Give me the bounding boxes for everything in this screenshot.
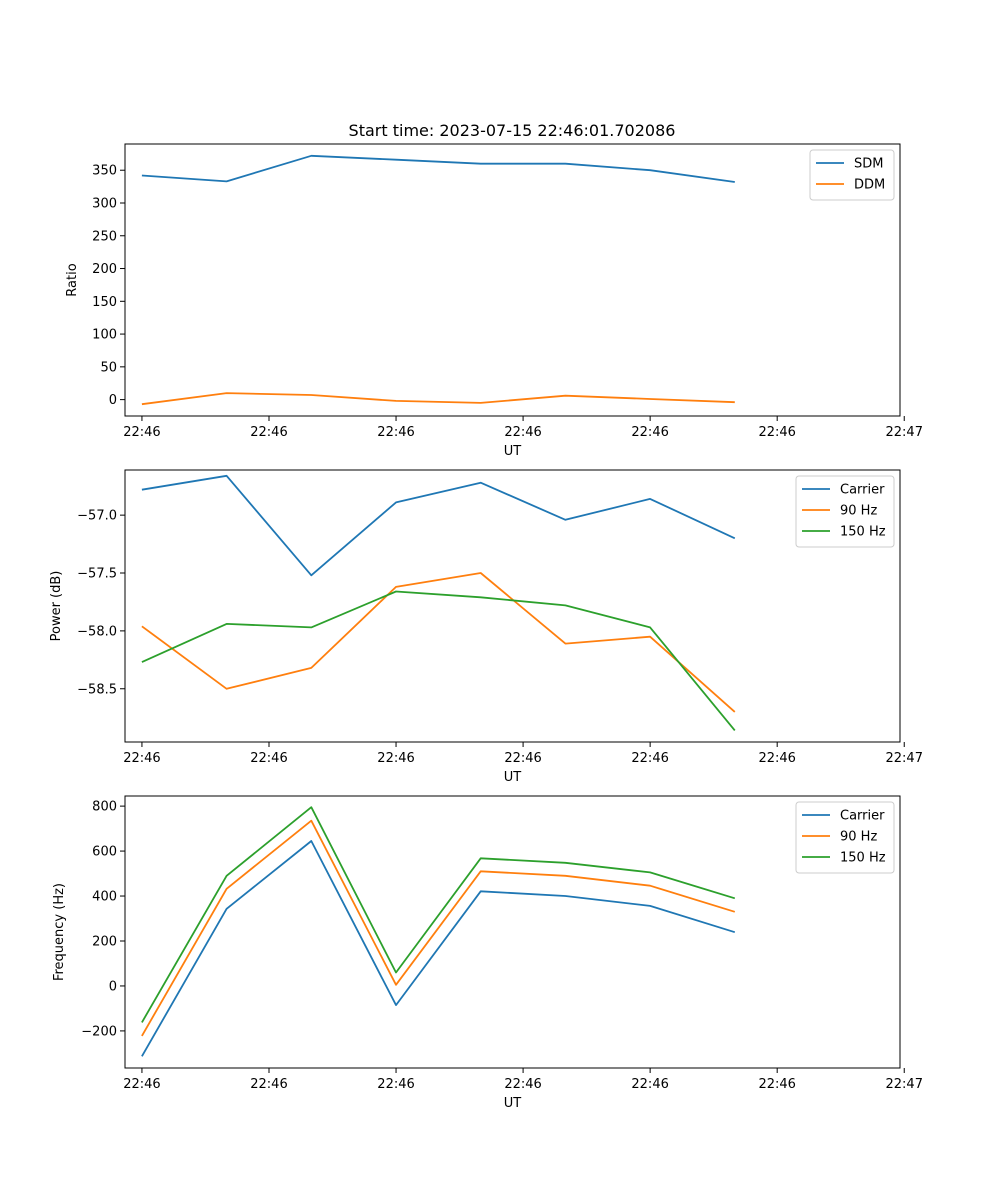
x-tick-label: 22:46 — [123, 425, 160, 440]
y-tick-label: 350 — [92, 164, 117, 179]
x-tick-label: 22:46 — [504, 751, 541, 766]
figure-title: Start time: 2023-07-15 22:46:01.702086 — [349, 121, 676, 140]
frequency-panel: 22:46 22:46 22:46 22:46 22:46 22:46 22:47 −200 0… — [52, 795, 923, 1111]
series-line-sdm — [141, 154, 735, 183]
legend-label: SDM — [854, 157, 883, 172]
x-tick-label: 22:47 — [886, 1077, 923, 1092]
x-tick-label: 22:46 — [377, 425, 414, 440]
x-axis-label: UT — [504, 444, 522, 459]
x-tick-label: 22:46 — [758, 425, 795, 440]
y-tick-label: 150 — [92, 295, 117, 310]
power-panel: 22:46 22:46 22:46 22:46 22:46 22:46 22:47 −57.0… — [49, 469, 923, 785]
series-line-ddm — [141, 392, 735, 406]
y-axis-label: Ratio — [65, 263, 80, 296]
y-axis-label: Power (dB) — [49, 571, 64, 642]
x-tick-label: 22:46 — [758, 1077, 795, 1092]
legend-label: 90 Hz — [840, 830, 877, 845]
legend-label: Carrier — [840, 483, 885, 498]
x-tick-label: 22:46 — [377, 1077, 414, 1092]
y-tick-label: −58.5 — [77, 682, 117, 697]
y-tick-label: 800 — [92, 800, 117, 815]
plot-frame — [124, 795, 901, 1069]
series-line-carrier — [141, 840, 736, 1057]
x-tick-label: 22:46 — [377, 751, 414, 766]
x-tick-label: 22:46 — [123, 751, 160, 766]
y-tick-label: 100 — [92, 328, 117, 343]
x-tick-label: 22:46 — [504, 425, 541, 440]
legend-label: 150 Hz — [840, 525, 886, 540]
legend-box — [795, 475, 895, 548]
series-line-carrier — [141, 474, 736, 577]
legend-label: 90 Hz — [840, 504, 877, 519]
x-tick-label: 22:46 — [250, 425, 287, 440]
x-tick-label: 22:46 — [758, 751, 795, 766]
x-tick-label: 22:46 — [631, 751, 668, 766]
y-tick-label: −57.0 — [77, 509, 117, 524]
plot-frame — [124, 143, 901, 417]
y-tick-label: 50 — [100, 360, 117, 375]
legend-label: Carrier — [840, 809, 885, 824]
y-tick-label: 0 — [109, 979, 117, 994]
y-tick-label: 0 — [109, 393, 117, 408]
y-tick-label: −58.0 — [77, 624, 117, 639]
y-tick-label: 200 — [92, 262, 117, 277]
plot-frame — [124, 469, 901, 743]
x-tick-label: 22:46 — [123, 1077, 160, 1092]
legend: SDM DDM — [809, 149, 895, 201]
legend: Carrier 90 Hz 150 Hz — [795, 475, 895, 548]
x-tick-label: 22:47 — [886, 751, 923, 766]
x-tick-label: 22:46 — [250, 751, 287, 766]
y-tick-label: 200 — [92, 934, 117, 949]
x-tick-label: 22:46 — [631, 1077, 668, 1092]
series-line-90-hz — [141, 819, 736, 1037]
y-tick-label: 300 — [92, 196, 117, 211]
series-line-150-hz — [141, 590, 736, 731]
legend-label: 150 Hz — [840, 851, 886, 866]
x-tick-label: 22:46 — [631, 425, 668, 440]
y-axis-label: Frequency (Hz) — [52, 883, 67, 981]
y-tick-label: 400 — [92, 890, 117, 905]
y-tick-label: 600 — [92, 845, 117, 860]
x-axis-label: UT — [504, 770, 522, 785]
x-tick-label: 22:46 — [250, 1077, 287, 1092]
y-tick-label: −57.5 — [77, 567, 117, 582]
x-tick-label: 22:47 — [886, 425, 923, 440]
y-tick-label: −200 — [81, 1024, 117, 1039]
legend-label: DDM — [854, 178, 885, 193]
series-line-150-hz — [141, 806, 736, 1023]
x-tick-label: 22:46 — [504, 1077, 541, 1092]
legend: Carrier 90 Hz 150 Hz — [795, 801, 895, 874]
series-line-90-hz — [141, 572, 736, 713]
ratio-panel: 22:46 22:46 22:46 22:46 22:46 22:46 22:47 0 50 10… — [65, 143, 923, 459]
x-axis-label: UT — [504, 1096, 522, 1111]
y-tick-label: 250 — [92, 229, 117, 244]
legend-box — [795, 801, 895, 874]
